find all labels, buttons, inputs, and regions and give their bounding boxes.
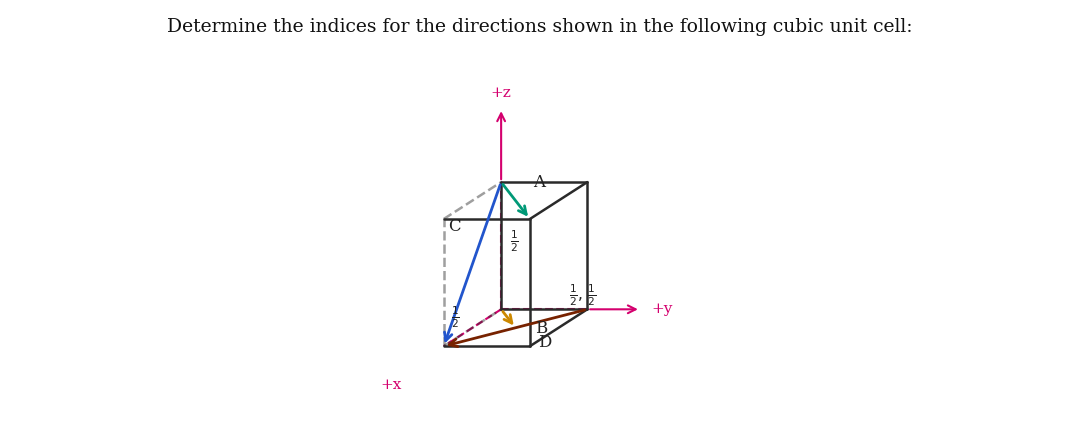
Text: +z: +z [490,86,512,100]
Text: $\frac{1}{2}$: $\frac{1}{2}$ [451,305,460,330]
Text: D: D [538,334,551,351]
Text: B: B [536,320,548,337]
Text: $\frac{1}{2}$, $\frac{1}{2}$: $\frac{1}{2}$, $\frac{1}{2}$ [569,282,596,308]
Text: A: A [532,175,544,191]
Text: C: C [448,218,461,235]
Text: Determine the indices for the directions shown in the following cubic unit cell:: Determine the indices for the directions… [167,18,913,36]
Text: +y: +y [651,302,673,316]
Text: +x: +x [381,378,402,392]
Text: $\frac{1}{2}$: $\frac{1}{2}$ [511,229,519,254]
